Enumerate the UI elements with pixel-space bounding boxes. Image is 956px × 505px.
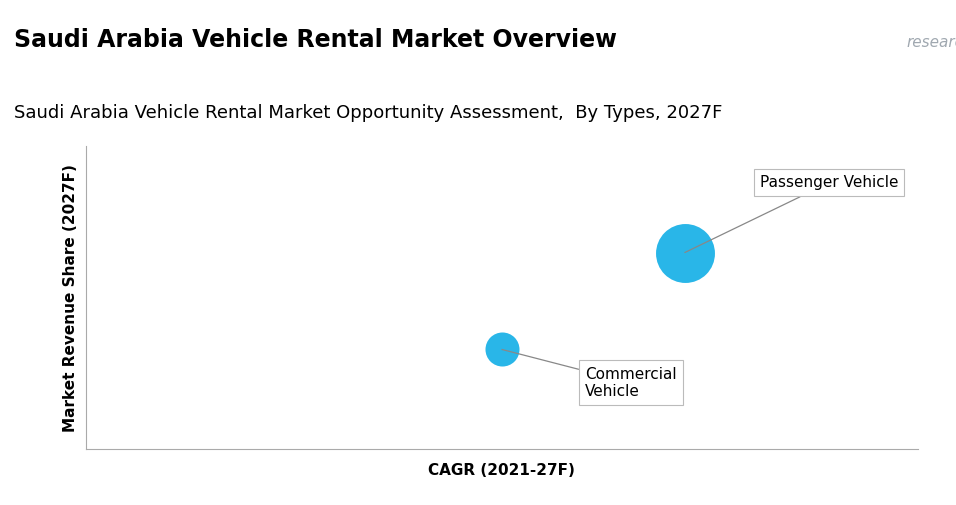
Text: 6W: 6W — [850, 20, 910, 53]
Point — [494, 345, 510, 353]
Point — [677, 248, 692, 257]
Text: research: research — [907, 35, 956, 50]
Text: Commercial
Vehicle: Commercial Vehicle — [502, 349, 677, 399]
Y-axis label: Market Revenue Share (2027F): Market Revenue Share (2027F) — [63, 164, 77, 432]
Text: Saudi Arabia Vehicle Rental Market Overview: Saudi Arabia Vehicle Rental Market Overv… — [14, 28, 618, 52]
Text: Saudi Arabia Vehicle Rental Market Opportunity Assessment,  By Types, 2027F: Saudi Arabia Vehicle Rental Market Oppor… — [14, 104, 723, 122]
Text: Passenger Vehicle: Passenger Vehicle — [684, 175, 899, 252]
X-axis label: CAGR (2021-27F): CAGR (2021-27F) — [428, 464, 576, 478]
